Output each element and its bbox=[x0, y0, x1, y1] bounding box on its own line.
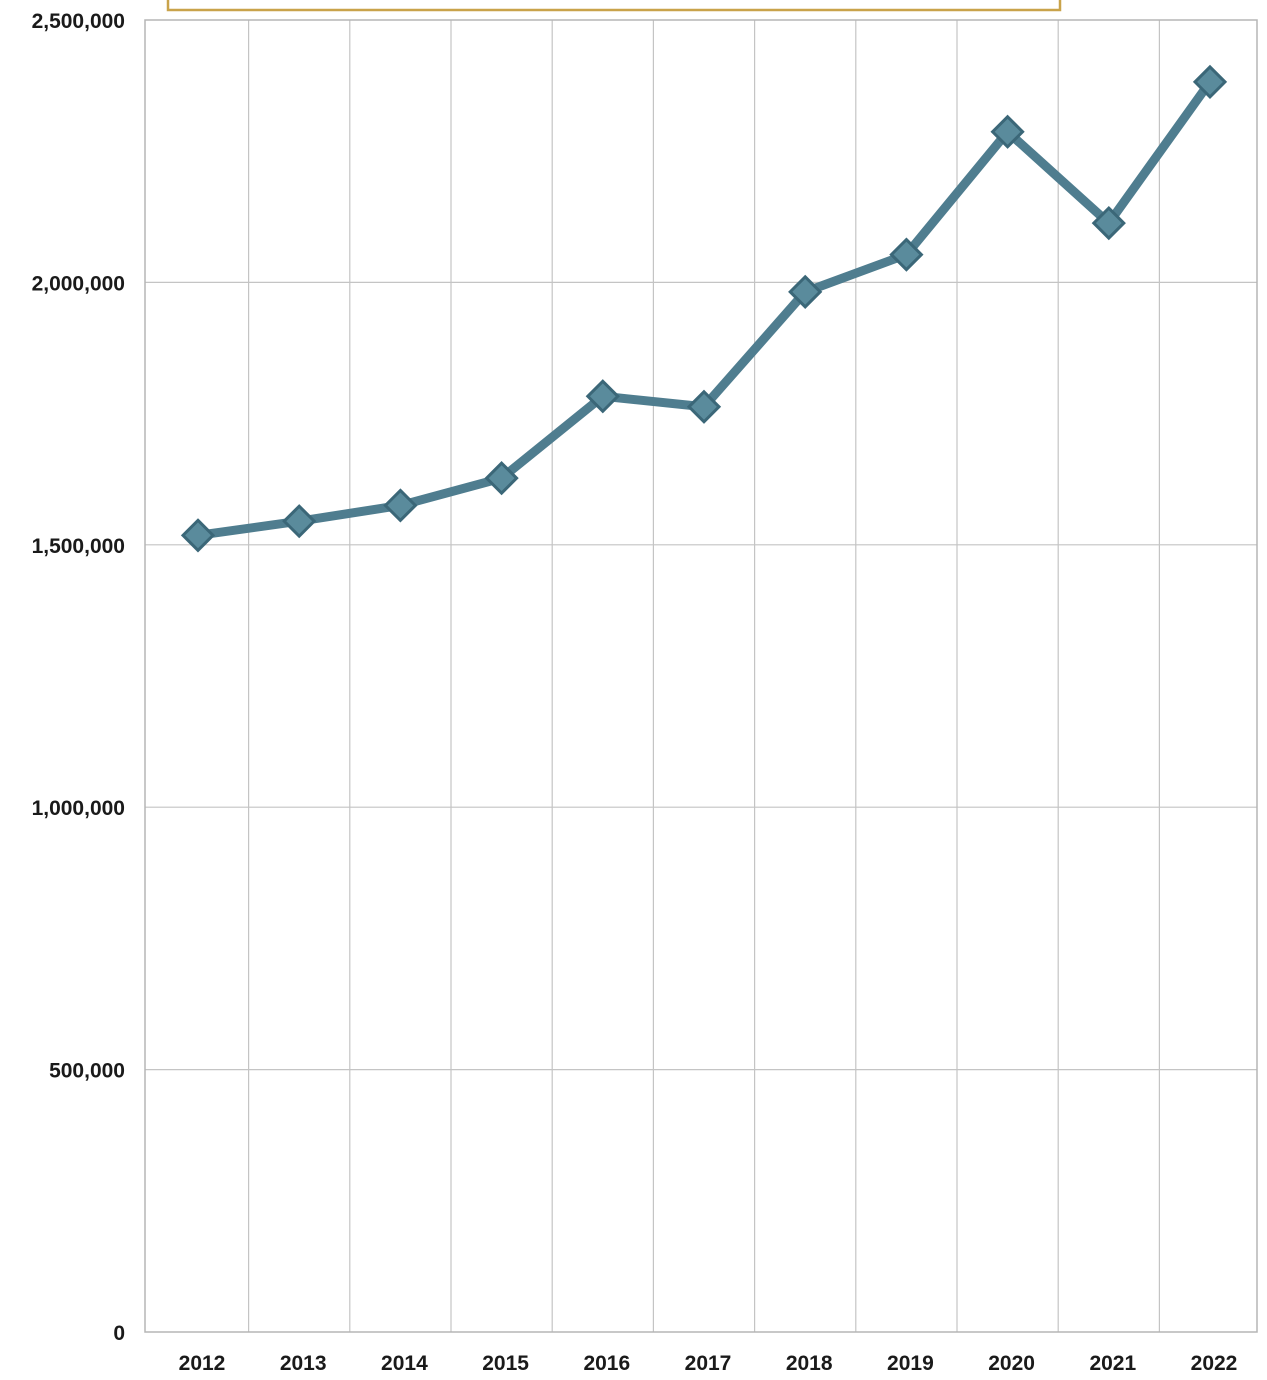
x-tick-label: 2013 bbox=[280, 1352, 327, 1375]
x-tick-label: 2020 bbox=[988, 1352, 1035, 1375]
plot-area-frame bbox=[144, 19, 1258, 1333]
data-point-marker bbox=[383, 488, 418, 523]
y-tick-label: 0 bbox=[113, 1322, 125, 1345]
x-tick-label: 2015 bbox=[482, 1352, 529, 1375]
y-tick-label: 1,500,000 bbox=[32, 535, 125, 558]
data-point-marker bbox=[889, 237, 924, 272]
x-tick-label: 2014 bbox=[381, 1352, 428, 1375]
x-tick-label: 2019 bbox=[887, 1352, 934, 1375]
data-point-marker bbox=[1192, 64, 1228, 100]
y-axis-tick-labels: 0 500,000 1,000,000 1,500,000 2,000,000 2,500… bbox=[32, 10, 125, 1345]
x-axis-tick-labels: 2012 2013 2014 2015 2016 2017 2018 2019 2020 2021… bbox=[179, 1352, 1238, 1375]
x-tick-label: 2017 bbox=[685, 1352, 732, 1375]
horizontal-gridlines bbox=[145, 281, 1257, 1071]
x-tick-label: 2021 bbox=[1089, 1352, 1136, 1375]
vertical-gridlines bbox=[248, 20, 1161, 1332]
y-tick-label: 500,000 bbox=[49, 1060, 125, 1083]
y-tick-label: 2,000,000 bbox=[32, 272, 125, 295]
x-tick-label: 2022 bbox=[1191, 1352, 1238, 1375]
data-point-marker bbox=[484, 461, 519, 496]
data-point-marker bbox=[282, 504, 317, 539]
data-point-marker bbox=[1091, 205, 1126, 241]
data-point-marker bbox=[990, 114, 1025, 149]
y-tick-label: 2,500,000 bbox=[32, 10, 125, 33]
y-tick-label: 1,000,000 bbox=[32, 797, 125, 820]
data-point-markers bbox=[180, 64, 1228, 553]
x-tick-label: 2012 bbox=[179, 1352, 226, 1375]
x-tick-label: 2018 bbox=[786, 1352, 833, 1375]
data-point-marker bbox=[585, 379, 620, 414]
x-tick-label: 2016 bbox=[583, 1352, 630, 1375]
data-point-marker bbox=[180, 518, 216, 553]
data-point-marker bbox=[788, 274, 823, 309]
chart-title-box bbox=[166, 0, 1062, 12]
data-point-marker bbox=[686, 389, 722, 424]
